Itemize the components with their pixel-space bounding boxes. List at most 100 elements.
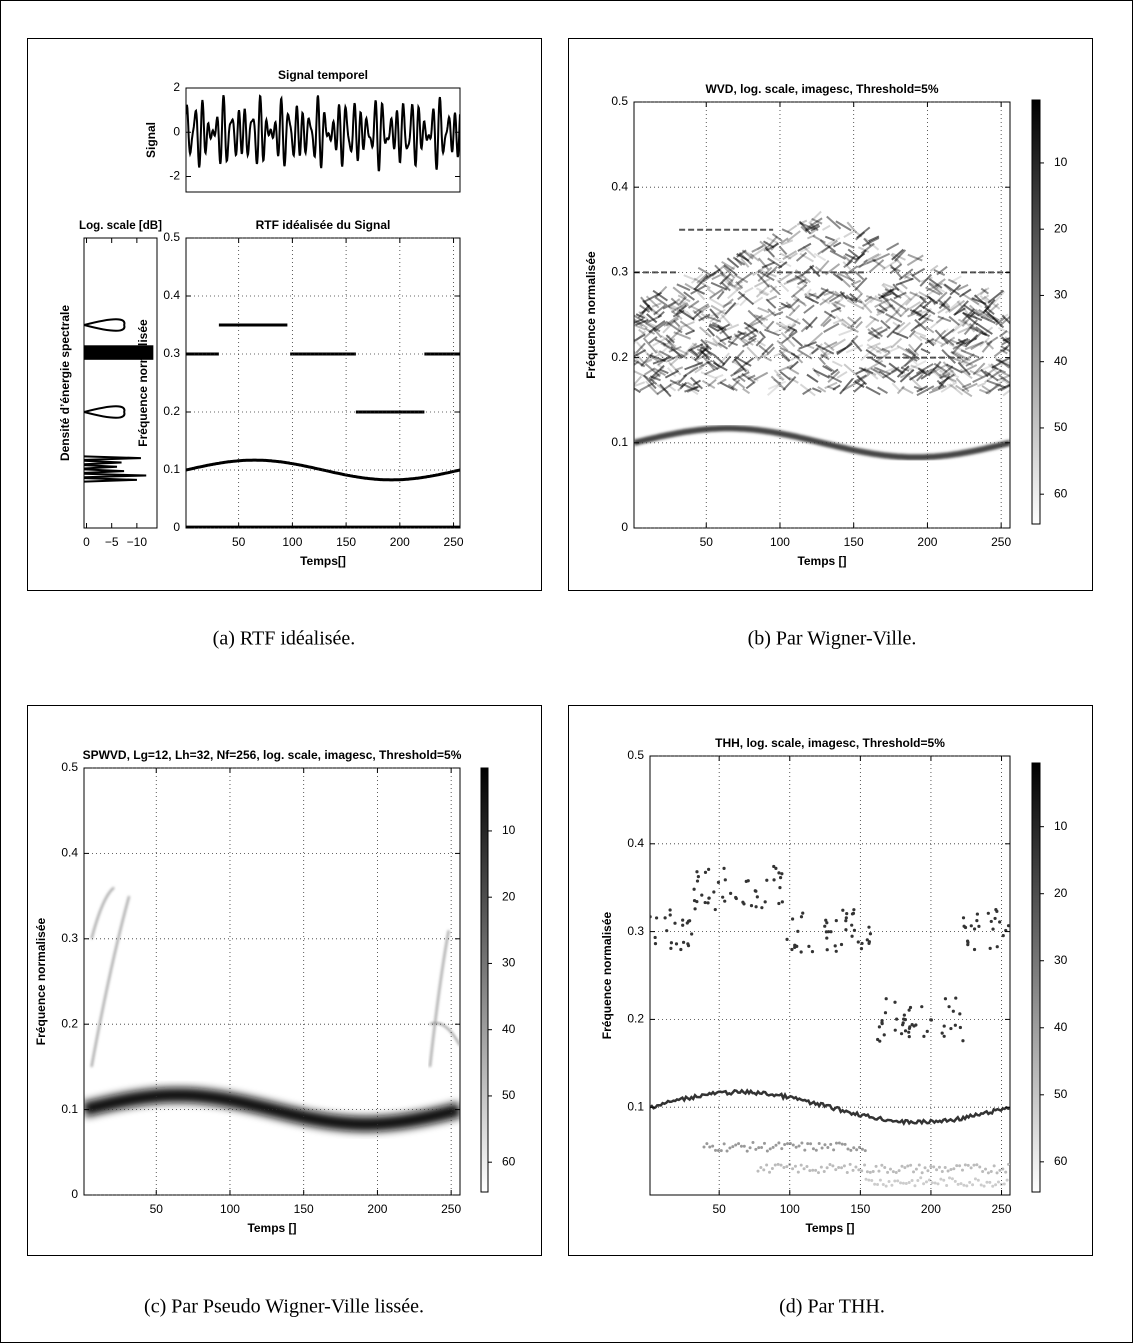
interference: [634, 375, 643, 387]
interference: [876, 308, 888, 317]
x-tick-label: 250: [992, 1202, 1012, 1216]
dot: [760, 906, 764, 910]
interference: [962, 312, 983, 322]
interference: [704, 339, 718, 347]
interference: [693, 303, 710, 314]
interference: [734, 257, 743, 266]
interference: [928, 385, 947, 394]
interference: [692, 379, 702, 386]
interference: [766, 346, 776, 356]
dot: [912, 1024, 916, 1028]
interference: [727, 284, 744, 300]
axes-title: THH, log. scale, imagesc, Threshold=5%: [715, 736, 945, 750]
caption: (a) RTF idéalisée.: [213, 628, 356, 650]
dot: [825, 1166, 829, 1170]
interference: [877, 386, 888, 394]
interference: [694, 345, 709, 362]
interference: [975, 311, 989, 319]
interference: [741, 337, 754, 346]
interference: [940, 381, 958, 393]
interference: [997, 358, 1010, 369]
interference: [642, 300, 658, 315]
interference: [991, 362, 1001, 369]
dot: [880, 1163, 884, 1167]
dot: [713, 907, 717, 912]
dot: [844, 916, 848, 920]
interference: [669, 353, 684, 367]
interference: [743, 321, 759, 333]
interference: [948, 343, 967, 353]
interference: [987, 383, 999, 395]
interference: [753, 314, 769, 321]
interference: [863, 237, 872, 247]
interference: [665, 338, 676, 349]
dot: [929, 1165, 933, 1169]
interference: [980, 315, 996, 324]
signal-trace: [186, 94, 460, 172]
interference: [635, 342, 646, 354]
interference: [858, 298, 873, 314]
interference: [802, 245, 817, 259]
dot: [919, 1176, 923, 1180]
interference: [687, 300, 700, 309]
interference: [935, 316, 945, 324]
y-tick-label: 0.1: [611, 435, 628, 449]
dot: [890, 1183, 894, 1187]
dot: [900, 1164, 904, 1168]
dot: [679, 947, 683, 952]
dot: [996, 1180, 1000, 1184]
dot: [816, 1171, 820, 1175]
interference: [821, 239, 838, 254]
dot: [969, 1166, 973, 1170]
axes-title: Signal temporel: [278, 68, 368, 82]
dot: [681, 940, 686, 944]
interference: [747, 309, 764, 325]
dot: [924, 1180, 928, 1184]
interference: [698, 359, 713, 369]
interference: [744, 320, 761, 330]
dot: [920, 1005, 924, 1009]
y-tick-label: 0.4: [163, 288, 180, 302]
spectrum-lobe: [84, 459, 122, 466]
dot: [979, 1183, 983, 1187]
interference: [845, 294, 854, 302]
interference: [651, 302, 662, 308]
dot: [958, 1012, 962, 1016]
dot: [936, 1182, 940, 1186]
interference: [755, 314, 766, 322]
interference: [961, 311, 976, 328]
interference: [881, 347, 890, 353]
interference: [919, 273, 932, 287]
dot: [989, 1170, 993, 1174]
interference: [717, 342, 729, 350]
interference: [681, 382, 700, 393]
interference: [673, 331, 691, 340]
dot: [799, 1163, 803, 1167]
dot: [780, 900, 784, 904]
dot: [673, 921, 677, 925]
interference: [793, 298, 806, 305]
interference: [871, 258, 886, 270]
interference: [757, 306, 770, 314]
interference: [953, 350, 971, 362]
interference: [646, 313, 658, 324]
interference: [706, 327, 716, 337]
interference: [756, 339, 766, 347]
dot: [716, 1148, 720, 1152]
interference: [890, 253, 902, 265]
interference: [734, 274, 749, 284]
x-tick-label: 50: [232, 535, 246, 549]
dot: [998, 1168, 1002, 1172]
dot: [880, 1022, 884, 1026]
interference: [880, 319, 891, 330]
interference: [886, 242, 900, 251]
interference: [751, 244, 764, 253]
dot: [665, 929, 669, 933]
interference: [639, 304, 651, 313]
interference: [978, 388, 989, 395]
y-tick-label: 0.4: [627, 836, 644, 850]
interference: [821, 224, 831, 231]
dot: [719, 1149, 723, 1153]
dot: [795, 944, 799, 948]
interference: [716, 378, 727, 385]
